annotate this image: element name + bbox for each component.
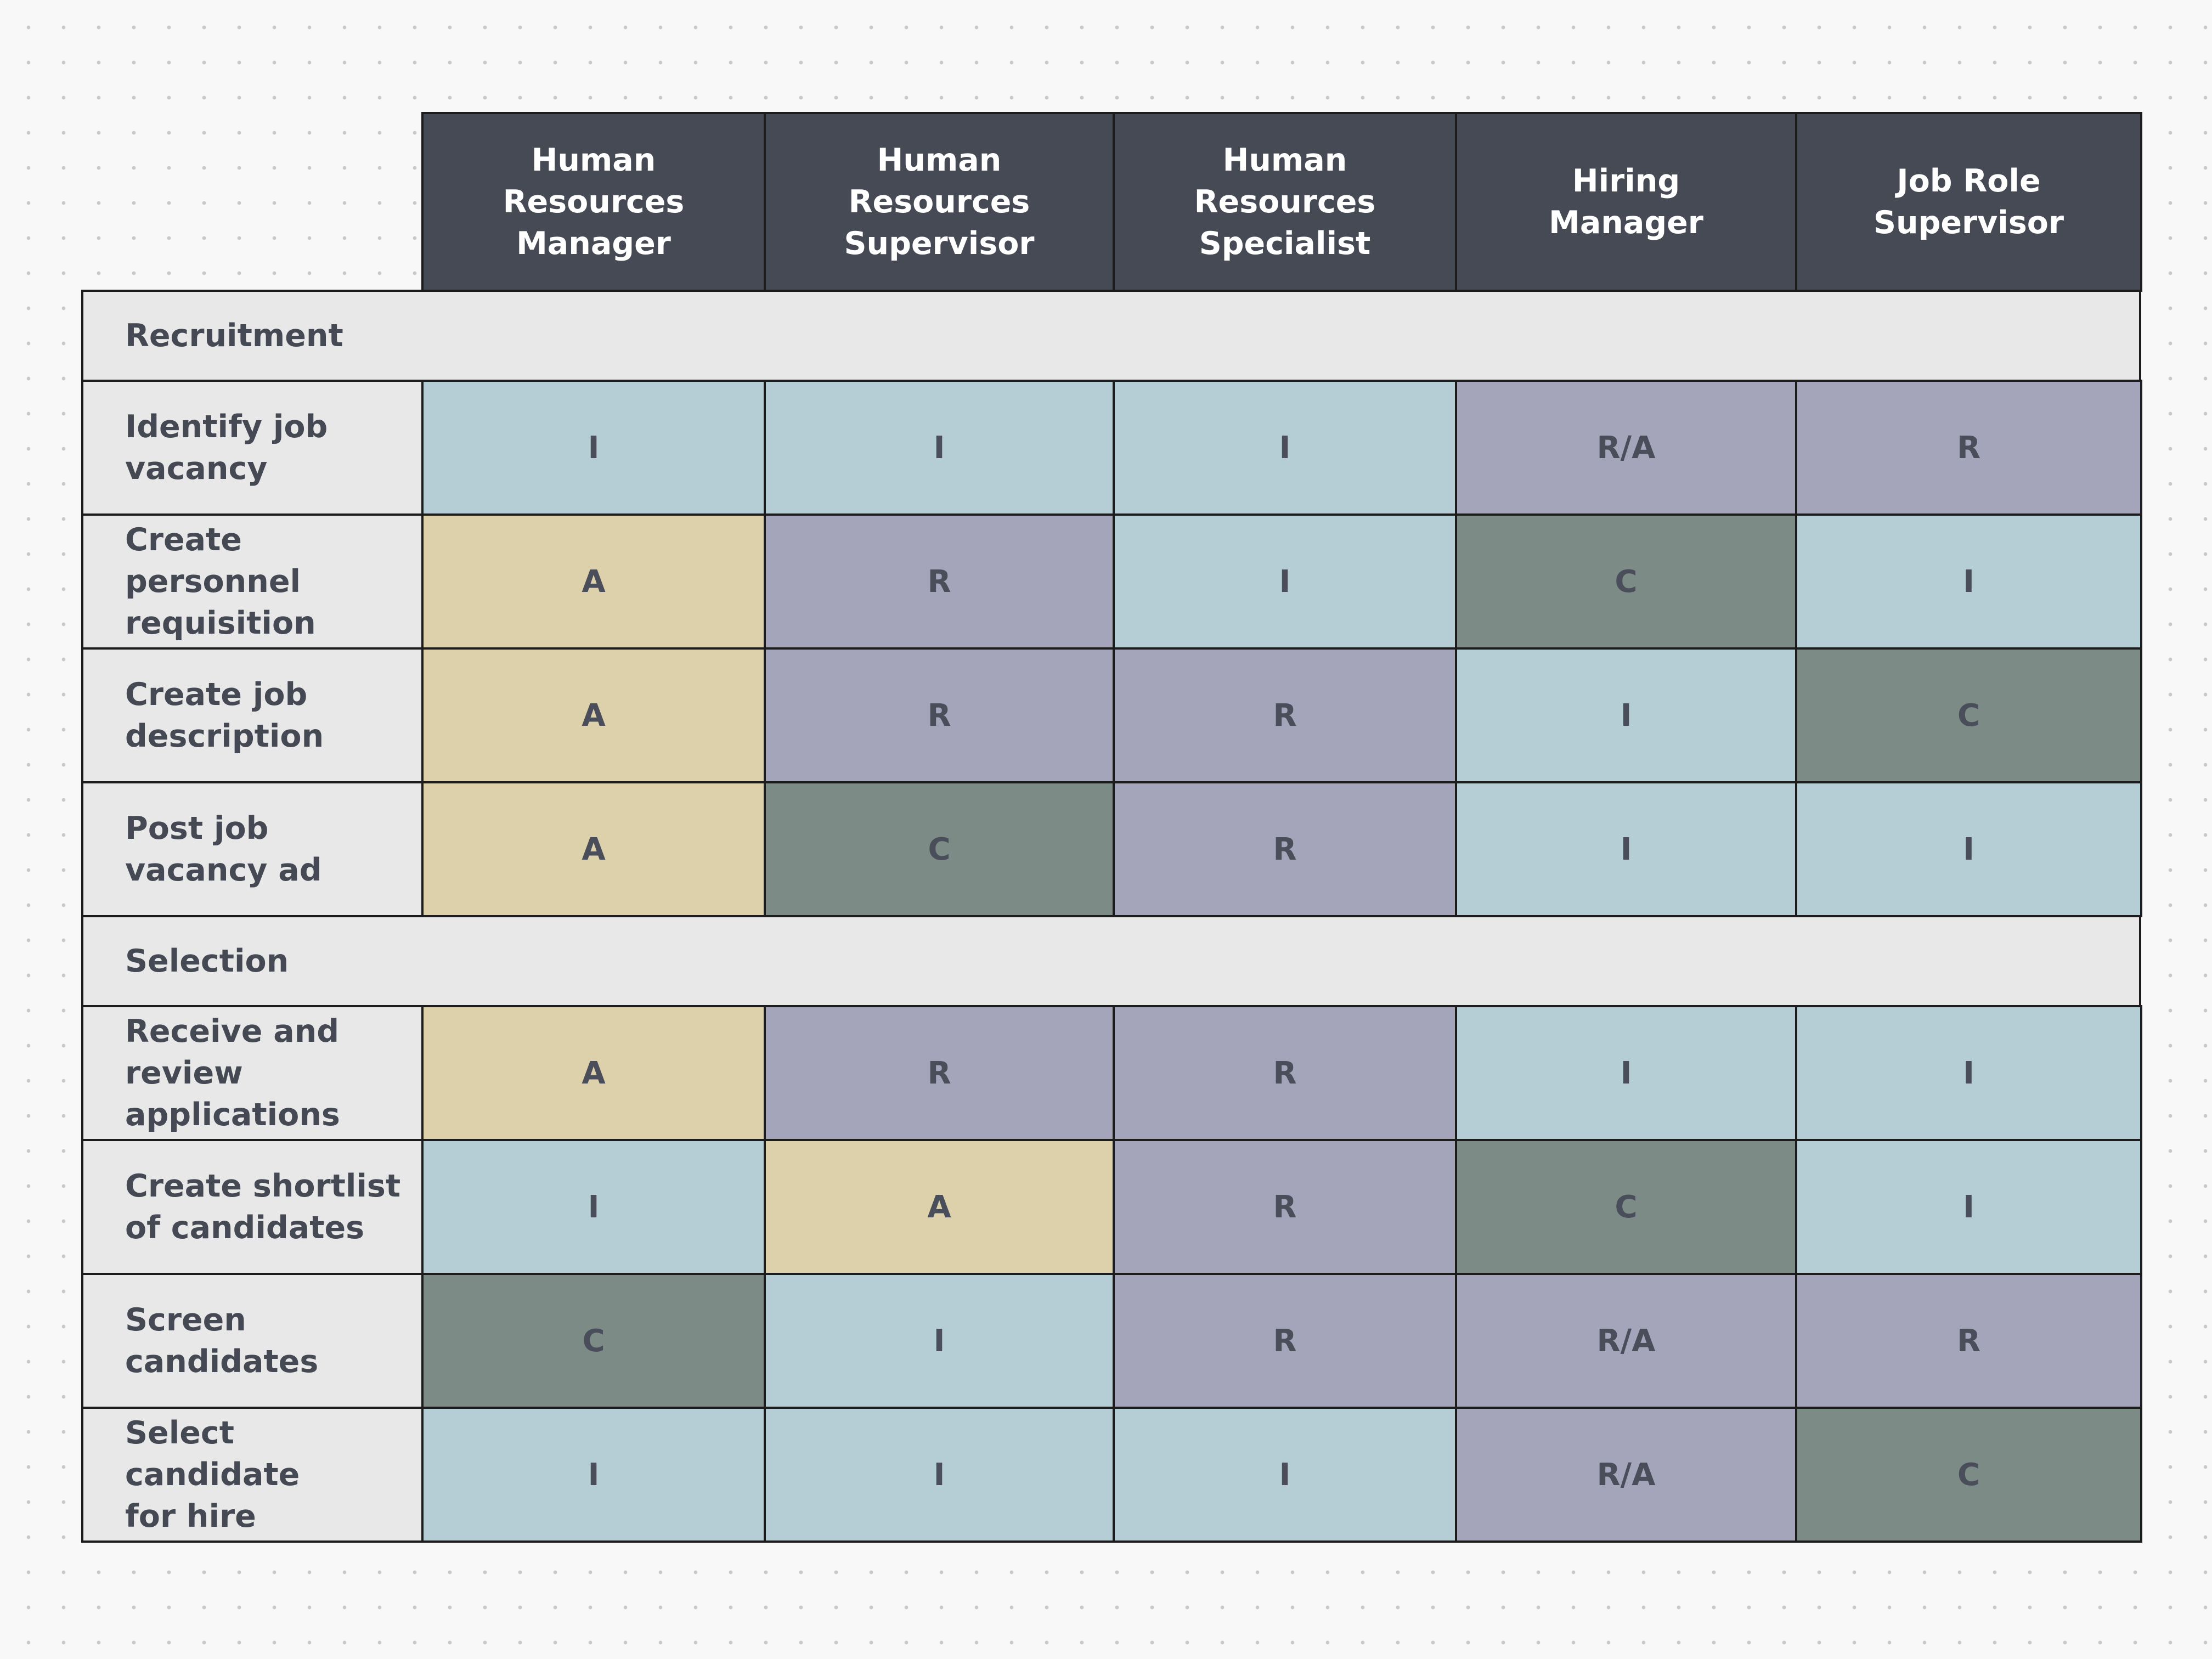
raci-cell-job-role-supervisor: I xyxy=(1795,1139,2142,1275)
raci-cell-hiring-manager: R/A xyxy=(1455,380,1797,516)
raci-cell-job-role-supervisor: C xyxy=(1795,647,2142,783)
raci-cell-job-role-supervisor: I xyxy=(1795,1005,2142,1141)
task-label: Screen candidates xyxy=(81,1273,424,1409)
raci-cell-hiring-manager: I xyxy=(1455,647,1797,783)
section-header-selection: Selection xyxy=(81,915,2141,1007)
column-header-human-resources-manager: Human Resources Manager xyxy=(421,112,766,292)
raci-cell-job-role-supervisor: I xyxy=(1795,781,2142,917)
raci-cell-human-resources-manager: I xyxy=(421,1407,766,1543)
raci-cell-human-resources-supervisor: R xyxy=(764,1005,1115,1141)
raci-cell-human-resources-supervisor: I xyxy=(764,1407,1115,1543)
task-label: Identify job vacancy xyxy=(81,380,424,516)
raci-cell-hiring-manager: I xyxy=(1455,781,1797,917)
task-label: Create job description xyxy=(81,647,424,783)
task-label: Post job vacancy ad xyxy=(81,781,424,917)
raci-cell-job-role-supervisor: R xyxy=(1795,1273,2142,1409)
section-header-recruitment: Recruitment xyxy=(81,290,2141,382)
raci-cell-human-resources-supervisor: R xyxy=(764,514,1115,650)
raci-cell-human-resources-manager: A xyxy=(421,514,766,650)
raci-cell-human-resources-specialist: R xyxy=(1113,1273,1457,1409)
task-label-text: Receive and review applications xyxy=(125,1013,340,1133)
column-header-hiring-manager: Hiring Manager xyxy=(1455,112,1797,292)
column-header-human-resources-specialist: Human Resources Specialist xyxy=(1113,112,1457,292)
raci-cell-human-resources-manager: A xyxy=(421,781,766,917)
task-label-text: Post job vacancy ad xyxy=(125,810,322,888)
task-label-text: Create personnel requisition xyxy=(125,522,316,641)
raci-cell-human-resources-supervisor: I xyxy=(764,1273,1115,1409)
raci-cell-hiring-manager: C xyxy=(1455,1139,1797,1275)
task-label: Create personnel requisition xyxy=(81,514,424,650)
raci-cell-hiring-manager: I xyxy=(1455,1005,1797,1141)
column-header-job-role-supervisor: Job Role Supervisor xyxy=(1795,112,2142,292)
raci-cell-human-resources-manager: A xyxy=(421,647,766,783)
raci-cell-hiring-manager: R/A xyxy=(1455,1273,1797,1409)
column-header-label: Human Resources Specialist xyxy=(1194,142,1376,262)
raci-cell-human-resources-supervisor: A xyxy=(764,1139,1115,1275)
raci-cell-job-role-supervisor: R xyxy=(1795,380,2142,516)
raci-cell-hiring-manager: R/A xyxy=(1455,1407,1797,1543)
raci-cell-hiring-manager: C xyxy=(1455,514,1797,650)
raci-cell-human-resources-specialist: R xyxy=(1113,781,1457,917)
column-header-label: Human Resources Manager xyxy=(503,142,685,262)
raci-cell-job-role-supervisor: I xyxy=(1795,514,2142,650)
task-label-text: Create job description xyxy=(125,676,324,754)
raci-cell-human-resources-supervisor: I xyxy=(764,380,1115,516)
task-label: Create shortlist of candidates xyxy=(81,1139,424,1275)
raci-cell-human-resources-specialist: I xyxy=(1113,380,1457,516)
task-label-text: Identify job vacancy xyxy=(125,409,328,487)
raci-cell-human-resources-specialist: R xyxy=(1113,647,1457,783)
task-label-text: Screen candidates xyxy=(125,1302,319,1380)
task-label-text: Create shortlist of candidates xyxy=(125,1168,401,1246)
task-label-text: Select candidate for hire xyxy=(125,1415,300,1534)
raci-cell-job-role-supervisor: C xyxy=(1795,1407,2142,1543)
task-label: Select candidate for hire xyxy=(81,1407,424,1543)
raci-cell-human-resources-specialist: I xyxy=(1113,514,1457,650)
raci-cell-human-resources-manager: I xyxy=(421,1139,766,1275)
column-header-label: Job Role Supervisor xyxy=(1873,163,2064,241)
column-header-label: Human Resources Supervisor xyxy=(844,142,1035,262)
raci-cell-human-resources-specialist: I xyxy=(1113,1407,1457,1543)
raci-cell-human-resources-manager: I xyxy=(421,380,766,516)
column-header-human-resources-supervisor: Human Resources Supervisor xyxy=(764,112,1115,292)
raci-cell-human-resources-manager: A xyxy=(421,1005,766,1141)
raci-cell-human-resources-supervisor: C xyxy=(764,781,1115,917)
column-header-label: Hiring Manager xyxy=(1549,163,1703,241)
raci-cell-human-resources-specialist: R xyxy=(1113,1139,1457,1275)
task-label: Receive and review applications xyxy=(81,1005,424,1141)
raci-cell-human-resources-supervisor: R xyxy=(764,647,1115,783)
raci-cell-human-resources-manager: C xyxy=(421,1273,766,1409)
raci-cell-human-resources-specialist: R xyxy=(1113,1005,1457,1141)
